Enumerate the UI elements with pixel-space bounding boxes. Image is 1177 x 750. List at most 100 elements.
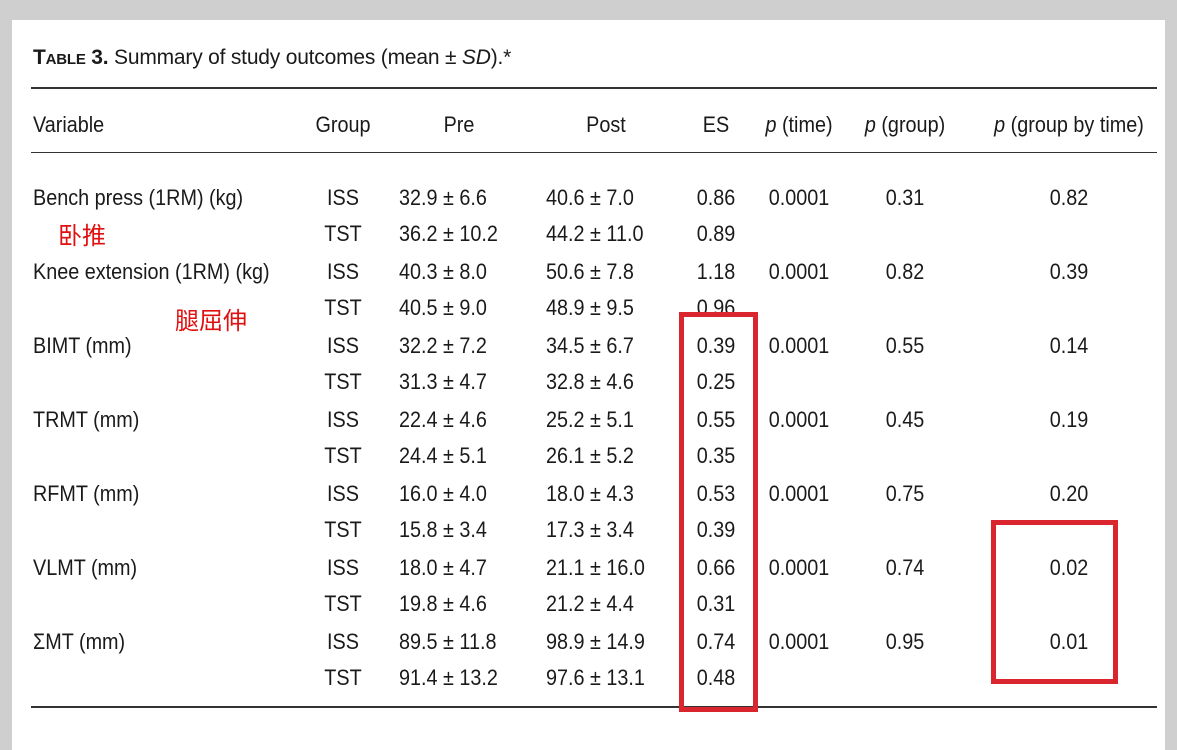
col-header-post: Post (586, 112, 626, 137)
col-header-group: Group (315, 112, 371, 137)
row-variable: Bench press (1RM) (kg) (33, 185, 244, 210)
cell-p-time: 0.0001 (768, 481, 830, 506)
cell-es: 0.31 (696, 591, 736, 616)
annotation-bench-press: 卧推 (58, 222, 106, 250)
col-header-variable: Variable (33, 112, 105, 137)
col-header-p-group-by-time: p (group by time) (994, 112, 1144, 137)
cell-pre: 15.8 ± 3.4 (399, 517, 487, 542)
cell-group: ISS (327, 185, 359, 210)
table-title-text: Summary of study outcomes (mean ± SD).* (108, 46, 512, 69)
cell-pre: 89.5 ± 11.8 (399, 629, 497, 654)
cell-group: TST (324, 443, 362, 468)
col-header-pre: Pre (443, 112, 475, 137)
highlight-box-p-group-by-time (991, 520, 1118, 684)
cell-pre: 91.4 ± 13.2 (399, 665, 498, 690)
cell-p-group-by-time: 0.82 (1049, 185, 1089, 210)
cell-post: 44.2 ± 11.0 (546, 221, 644, 246)
cell-post: 50.6 ± 7.8 (546, 259, 634, 284)
cell-es: 0.66 (696, 555, 736, 580)
cell-pre: 40.5 ± 9.0 (399, 295, 487, 320)
row-variable: ΣMT (mm) (33, 629, 126, 654)
cell-post: 40.6 ± 7.0 (546, 185, 634, 210)
cell-pre: 36.2 ± 10.2 (399, 221, 498, 246)
cell-es: 0.89 (696, 221, 736, 246)
cell-post: 48.9 ± 9.5 (546, 295, 634, 320)
cell-post: 25.2 ± 5.1 (546, 407, 634, 432)
row-variable: VLMT (mm) (33, 555, 138, 580)
cell-pre: 40.3 ± 8.0 (399, 259, 487, 284)
header-rule (31, 152, 1157, 153)
cell-post: 26.1 ± 5.2 (546, 443, 634, 468)
cell-p-time: 0.0001 (768, 185, 830, 210)
cell-pre: 18.0 ± 4.7 (399, 555, 487, 580)
cell-group: ISS (327, 407, 359, 432)
cell-pre: 32.9 ± 6.6 (399, 185, 487, 210)
cell-pre: 16.0 ± 4.0 (399, 481, 487, 506)
cell-group: TST (324, 369, 362, 394)
cell-es: 0.48 (696, 665, 736, 690)
cell-p-group-by-time: 0.19 (1049, 407, 1089, 432)
cell-p-group: 0.82 (885, 259, 925, 284)
cell-es: 0.86 (696, 185, 736, 210)
cell-p-time: 0.0001 (768, 555, 830, 580)
table-title: Table 3. Summary of study outcomes (mean… (33, 46, 511, 70)
cell-es: 0.25 (696, 369, 736, 394)
table-page: Table 3. Summary of study outcomes (mean… (12, 20, 1165, 750)
cell-group: TST (324, 295, 362, 320)
bottom-rule (31, 706, 1157, 708)
cell-group: ISS (327, 629, 359, 654)
cell-es: 0.39 (696, 333, 736, 358)
cell-group: TST (324, 221, 362, 246)
cell-p-group-by-time: 0.01 (1049, 629, 1089, 654)
col-header-p-group: p (group) (864, 112, 946, 137)
cell-es: 1.18 (696, 259, 736, 284)
cell-p-group: 0.31 (885, 185, 925, 210)
cell-pre: 32.2 ± 7.2 (399, 333, 487, 358)
cell-pre: 22.4 ± 4.6 (399, 407, 487, 432)
cell-group: ISS (327, 481, 359, 506)
cell-post: 98.9 ± 14.9 (546, 629, 645, 654)
table-title-lead: Table 3. (33, 46, 109, 69)
cell-group: TST (324, 517, 362, 542)
cell-group: ISS (327, 555, 359, 580)
cell-group: TST (324, 665, 362, 690)
cell-p-group-by-time: 0.39 (1049, 259, 1089, 284)
cell-p-group-by-time: 0.02 (1049, 555, 1089, 580)
cell-es: 0.53 (696, 481, 736, 506)
cell-group: TST (324, 591, 362, 616)
annotation-knee-extension: 腿屈伸 (175, 307, 247, 335)
cell-p-group: 0.75 (885, 481, 925, 506)
highlight-box-es (679, 312, 758, 712)
row-variable: BIMT (mm) (33, 333, 132, 358)
row-variable: RFMT (mm) (33, 481, 140, 506)
cell-post: 21.1 ± 16.0 (546, 555, 645, 580)
col-header-es: ES (702, 112, 730, 137)
cell-post: 97.6 ± 13.1 (546, 665, 645, 690)
cell-p-group-by-time: 0.20 (1049, 481, 1089, 506)
cell-p-group-by-time: 0.14 (1049, 333, 1089, 358)
row-variable: Knee extension (1RM) (kg) (33, 259, 270, 284)
cell-post: 34.5 ± 6.7 (546, 333, 634, 358)
cell-pre: 19.8 ± 4.6 (399, 591, 487, 616)
col-header-p-time: p (time) (765, 112, 833, 137)
cell-p-time: 0.0001 (768, 333, 830, 358)
cell-es: 0.74 (696, 629, 736, 654)
cell-p-group: 0.95 (885, 629, 925, 654)
cell-p-time: 0.0001 (768, 407, 830, 432)
cell-es: 0.39 (696, 517, 736, 542)
cell-p-time: 0.0001 (768, 629, 830, 654)
cell-pre: 31.3 ± 4.7 (399, 369, 487, 394)
row-variable: TRMT (mm) (33, 407, 140, 432)
cell-es: 0.55 (696, 407, 736, 432)
cell-p-group: 0.74 (885, 555, 925, 580)
cell-post: 18.0 ± 4.3 (546, 481, 634, 506)
top-rule (31, 87, 1157, 89)
cell-post: 17.3 ± 3.4 (546, 517, 634, 542)
cell-post: 21.2 ± 4.4 (546, 591, 634, 616)
cell-group: ISS (327, 333, 359, 358)
cell-es: 0.35 (696, 443, 736, 468)
cell-post: 32.8 ± 4.6 (546, 369, 634, 394)
cell-p-group: 0.55 (885, 333, 925, 358)
cell-p-time: 0.0001 (768, 259, 830, 284)
cell-p-group: 0.45 (885, 407, 925, 432)
